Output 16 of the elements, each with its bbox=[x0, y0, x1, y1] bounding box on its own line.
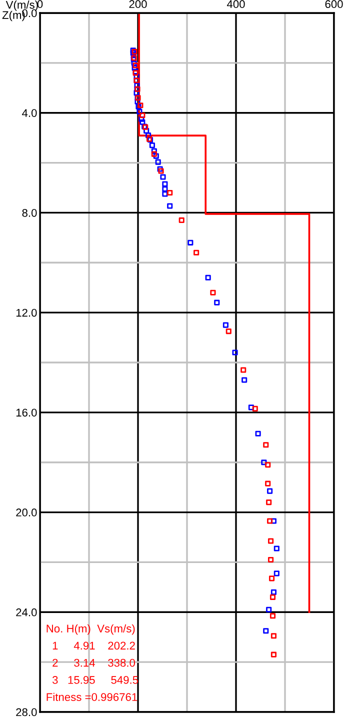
annotation: 2 3.14 338.0 bbox=[52, 658, 136, 667]
y-tick-label: 12.0 bbox=[16, 308, 37, 317]
annotation: Fitness =0.996761 bbox=[46, 692, 138, 702]
y-tick-label: 16.0 bbox=[16, 408, 37, 417]
x-axis-title: V(m/s) bbox=[6, 0, 38, 11]
y-tick-label: 20.0 bbox=[16, 508, 37, 516]
y-tick-label: 24.0 bbox=[16, 608, 37, 616]
x-tick-label: 200 bbox=[129, 0, 147, 8]
x-tick-label: 0 bbox=[37, 0, 43, 8]
x-tick-label: 600 bbox=[325, 0, 343, 8]
x-tick-label: 400 bbox=[226, 0, 245, 8]
annotation: No. H(m) Vs(m/s) bbox=[46, 624, 135, 635]
y-tick-label: 8.0 bbox=[22, 208, 37, 217]
annotation: 1 4.91 202.2 bbox=[52, 642, 135, 650]
y-tick-label: 28.0 bbox=[16, 708, 37, 716]
y-tick-label: 4.0 bbox=[22, 109, 37, 117]
